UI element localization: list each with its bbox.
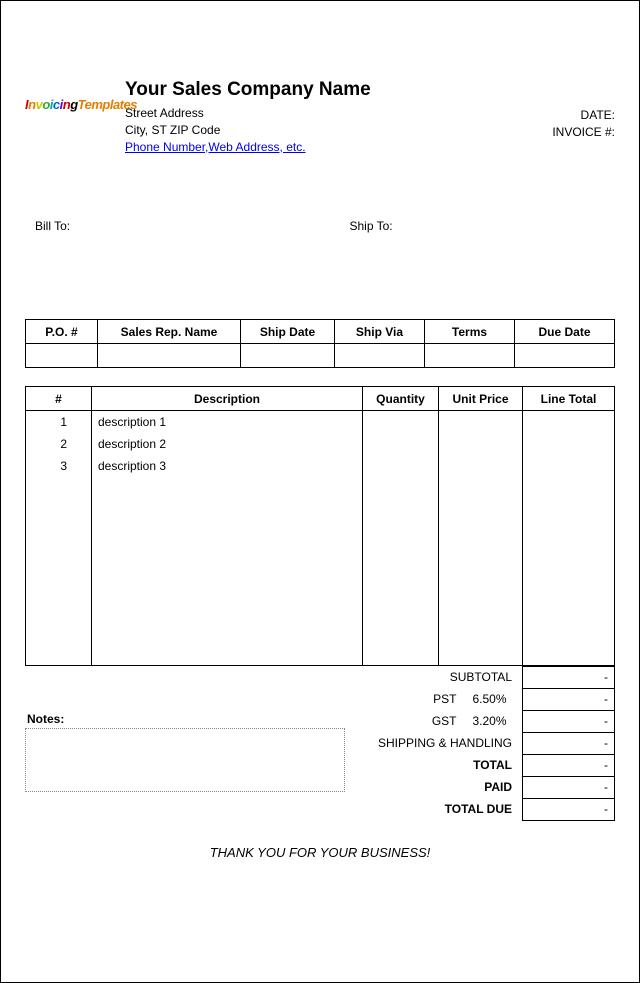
meta-header-po: P.O. # (26, 320, 98, 344)
gst-value: - (523, 710, 615, 732)
header: InvoicingTemplates Your Sales Company Na… (25, 79, 615, 155)
items-header-num: # (26, 387, 92, 411)
subtotal-label: SUBTOTAL (347, 666, 523, 688)
meta-header-ship-date: Ship Date (241, 320, 335, 344)
meta-value-row (26, 344, 615, 368)
item-total (523, 455, 615, 477)
meta-header-terms: Terms (425, 320, 515, 344)
meta-rep[interactable] (98, 344, 241, 368)
invoice-number-label: INVOICE #: (552, 124, 615, 141)
date-label: DATE: (552, 107, 615, 124)
meta-ship-via[interactable] (335, 344, 425, 368)
gst-label: GST (347, 710, 467, 732)
items-header-total: Line Total (523, 387, 615, 411)
thank-you: THANK YOU FOR YOUR BUSINESS! (25, 845, 615, 860)
subtotal-value: - (523, 666, 615, 688)
item-desc[interactable]: description 1 (92, 411, 363, 434)
meta-due[interactable] (515, 344, 615, 368)
items-header-price: Unit Price (439, 387, 523, 411)
total-label: TOTAL (347, 754, 523, 776)
meta-terms[interactable] (425, 344, 515, 368)
company-street: Street Address (125, 105, 615, 122)
totals-side: SUBTOTAL - PST 6.50% - GST 3.20% - SHIPP… (347, 666, 615, 821)
notes-label: Notes: (27, 712, 347, 726)
meta-header-row: P.O. # Sales Rep. Name Ship Date Ship Vi… (26, 320, 615, 344)
item-qty[interactable] (363, 433, 439, 455)
totals-table: SUBTOTAL - PST 6.50% - GST 3.20% - SHIPP… (347, 666, 615, 821)
meta-header-rep: Sales Rep. Name (98, 320, 241, 344)
totals-area: Notes: SUBTOTAL - PST 6.50% - GST 3.20% … (25, 666, 615, 821)
item-row: 1 description 1 (26, 411, 615, 434)
item-num: 2 (26, 433, 92, 455)
item-num: 3 (26, 455, 92, 477)
total-value: - (523, 754, 615, 776)
company-city: City, ST ZIP Code (125, 122, 615, 139)
item-num: 1 (26, 411, 92, 434)
gst-percent: 3.20% (467, 710, 523, 732)
item-desc[interactable]: description 3 (92, 455, 363, 477)
company-contact-link[interactable]: Phone Number,Web Address, etc. (125, 140, 306, 154)
item-price[interactable] (439, 433, 523, 455)
meta-ship-date[interactable] (241, 344, 335, 368)
item-total (523, 433, 615, 455)
meta-table: P.O. # Sales Rep. Name Ship Date Ship Vi… (25, 319, 615, 368)
logo: InvoicingTemplates (25, 97, 137, 112)
item-total (523, 411, 615, 434)
item-qty[interactable] (363, 455, 439, 477)
pst-value: - (523, 688, 615, 710)
meta-header-ship-via: Ship Via (335, 320, 425, 344)
item-qty[interactable] (363, 411, 439, 434)
shipping-label: SHIPPING & HANDLING (347, 732, 523, 754)
item-price[interactable] (439, 411, 523, 434)
paid-label: PAID (347, 776, 523, 798)
item-row: 2 description 2 (26, 433, 615, 455)
bill-ship-row: Bill To: Ship To: (25, 219, 615, 233)
meta-header-due: Due Date (515, 320, 615, 344)
total-due-value: - (523, 798, 615, 820)
meta-po[interactable] (26, 344, 98, 368)
notes-box[interactable] (25, 728, 345, 792)
pst-percent: 6.50% (467, 688, 523, 710)
item-desc[interactable]: description 2 (92, 433, 363, 455)
items-header-row: # Description Quantity Unit Price Line T… (26, 387, 615, 411)
notes-side: Notes: (25, 666, 347, 821)
ship-to-label: Ship To: (350, 219, 393, 233)
total-due-label: TOTAL DUE (347, 798, 523, 820)
items-table: # Description Quantity Unit Price Line T… (25, 386, 615, 666)
bill-to-label: Bill To: (35, 219, 70, 233)
shipping-value: - (523, 732, 615, 754)
company-name: Your Sales Company Name (125, 79, 615, 101)
items-header-desc: Description (92, 387, 363, 411)
items-header-qty: Quantity (363, 387, 439, 411)
paid-value: - (523, 776, 615, 798)
item-row: 3 description 3 (26, 455, 615, 477)
date-block: DATE: INVOICE #: (552, 107, 615, 141)
item-filler-row (26, 477, 615, 665)
item-price[interactable] (439, 455, 523, 477)
invoice-page: InvoicingTemplates Your Sales Company Na… (0, 0, 640, 983)
pst-label: PST (347, 688, 467, 710)
